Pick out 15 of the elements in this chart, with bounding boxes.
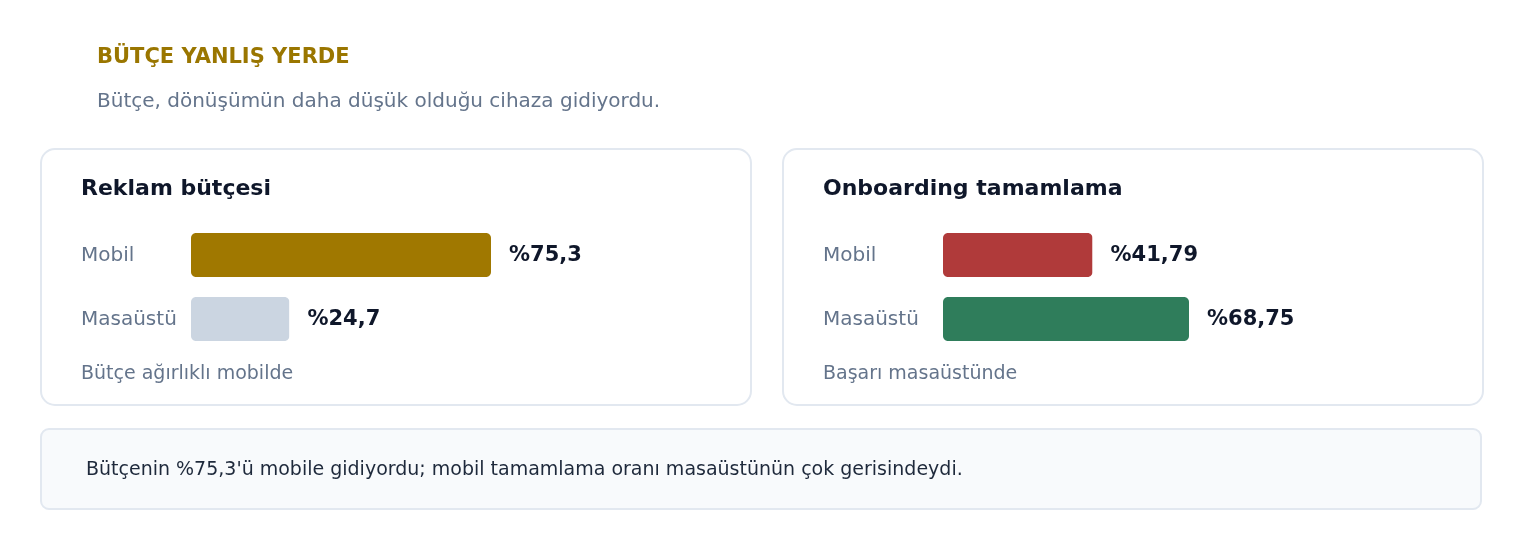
data-label: %41,79	[1110, 242, 1198, 266]
text: Bütçe, dönüşümün daha düşük olduğu cihaza gidiyordu.	[97, 88, 661, 112]
data-label: %68,75	[1207, 306, 1295, 330]
chart-title: Onboarding tamamlama	[823, 175, 1123, 200]
y-tick-label: Mobil	[823, 242, 877, 266]
data-label: %75,3	[509, 242, 582, 266]
text: Bütçe ağırlıklı mobilde	[81, 361, 294, 383]
text: Başarı masaüstünde	[823, 361, 1018, 383]
text: BÜTÇE YANLIŞ YERDE	[97, 43, 350, 68]
data-label: %24,7	[307, 306, 381, 330]
y-tick-label: Mobil	[81, 242, 135, 266]
chart-title: Reklam bütçesi	[81, 175, 271, 200]
text: Bütçenin %75,3'ü mobile gidiyordu; mobil tamamlama oranı masaüstünün çok gerisindeydi.	[86, 457, 963, 479]
y-tick-label: Masaüstü	[81, 306, 177, 330]
y-tick-label: Masaüstü	[823, 306, 919, 330]
